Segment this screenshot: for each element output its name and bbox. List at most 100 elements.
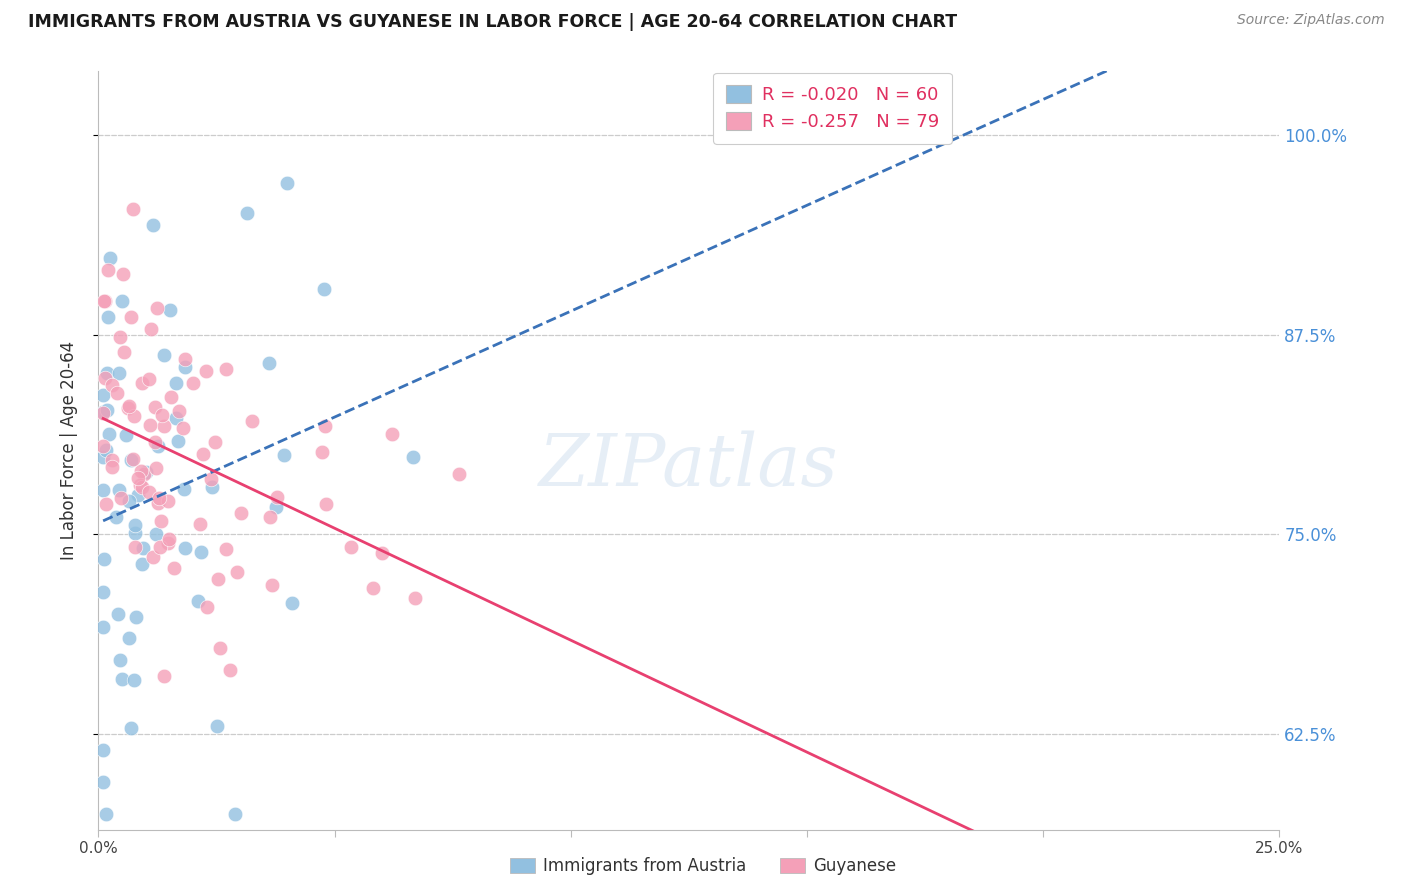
Point	[97, 310, 120, 324]
Point	[94, 294, 117, 309]
Point	[127, 471, 149, 485]
Point	[107, 607, 129, 622]
Point	[138, 372, 160, 386]
Point	[225, 565, 247, 579]
Point	[139, 322, 162, 336]
Point	[96, 403, 118, 417]
Point	[108, 366, 131, 380]
Point	[146, 301, 169, 315]
Point	[110, 491, 132, 506]
Point	[187, 594, 209, 608]
Point	[370, 546, 392, 560]
Point	[167, 434, 190, 448]
Point	[174, 352, 197, 367]
Text: IMMIGRANTS FROM AUSTRIA VS GUYANESE IN LABOR FORCE | AGE 20-64 CORRELATION CHART: IMMIGRANTS FROM AUSTRIA VS GUYANESE IN L…	[28, 13, 957, 31]
Point	[97, 263, 120, 277]
Point	[153, 669, 176, 683]
Point	[108, 330, 131, 344]
Point	[131, 464, 153, 478]
Point	[402, 450, 425, 465]
Point	[173, 483, 195, 497]
Point	[190, 545, 212, 559]
Point	[118, 631, 141, 645]
Point	[235, 206, 257, 220]
Point	[131, 557, 153, 571]
Legend: R = -0.020   N = 60, R = -0.257   N = 79: R = -0.020 N = 60, R = -0.257 N = 79	[713, 73, 952, 144]
Point	[142, 549, 165, 564]
Point	[257, 356, 280, 370]
Point	[194, 364, 217, 378]
Point	[125, 610, 148, 624]
Point	[183, 376, 205, 390]
Point	[281, 596, 304, 610]
Point	[315, 496, 337, 510]
Point	[138, 484, 160, 499]
Point	[91, 439, 114, 453]
Point	[191, 446, 214, 460]
Point	[205, 719, 228, 733]
Point	[148, 491, 170, 506]
Point	[218, 663, 240, 677]
Point	[94, 370, 117, 384]
Point	[314, 418, 336, 433]
Point	[98, 251, 121, 265]
Point	[91, 743, 114, 757]
Point	[122, 409, 145, 423]
Point	[120, 721, 142, 735]
Point	[96, 366, 118, 380]
Point	[159, 303, 181, 318]
Point	[118, 399, 141, 413]
Point	[146, 496, 169, 510]
Point	[100, 453, 122, 467]
Point	[91, 620, 114, 634]
Point	[124, 526, 146, 541]
Legend: Immigrants from Austria, Guyanese: Immigrants from Austria, Guyanese	[502, 849, 904, 884]
Point	[122, 202, 145, 216]
Point	[101, 378, 124, 392]
Text: ZIPatlas: ZIPatlas	[538, 430, 839, 501]
Point	[447, 467, 470, 481]
Point	[145, 435, 167, 450]
Point	[150, 408, 173, 422]
Point	[122, 673, 145, 687]
Point	[146, 439, 169, 453]
Point	[107, 483, 129, 497]
Point	[111, 293, 134, 308]
Point	[153, 419, 176, 434]
Point	[97, 426, 120, 441]
Point	[143, 400, 166, 414]
Point	[224, 806, 246, 821]
Point	[231, 506, 253, 520]
Point	[112, 267, 135, 281]
Point	[266, 490, 288, 504]
Point	[208, 640, 231, 655]
Point	[105, 386, 128, 401]
Point	[195, 599, 218, 614]
Point	[142, 218, 165, 232]
Point	[132, 467, 155, 481]
Point	[215, 541, 238, 556]
Text: Source: ZipAtlas.com: Source: ZipAtlas.com	[1237, 13, 1385, 28]
Point	[200, 472, 222, 486]
Point	[131, 376, 153, 390]
Point	[93, 293, 115, 308]
Point	[93, 552, 115, 566]
Point	[276, 176, 298, 190]
Point	[340, 541, 363, 555]
Point	[173, 359, 195, 374]
Point	[139, 418, 162, 433]
Point	[91, 585, 114, 599]
Y-axis label: In Labor Force | Age 20-64: In Labor Force | Age 20-64	[59, 341, 77, 560]
Point	[101, 459, 124, 474]
Point	[149, 540, 172, 554]
Point	[94, 442, 117, 457]
Point	[128, 478, 150, 492]
Point	[262, 578, 284, 592]
Point	[215, 362, 238, 376]
Point	[162, 561, 184, 575]
Point	[312, 282, 335, 296]
Point	[94, 806, 117, 821]
Point	[240, 414, 263, 428]
Point	[207, 572, 229, 586]
Point	[120, 310, 142, 324]
